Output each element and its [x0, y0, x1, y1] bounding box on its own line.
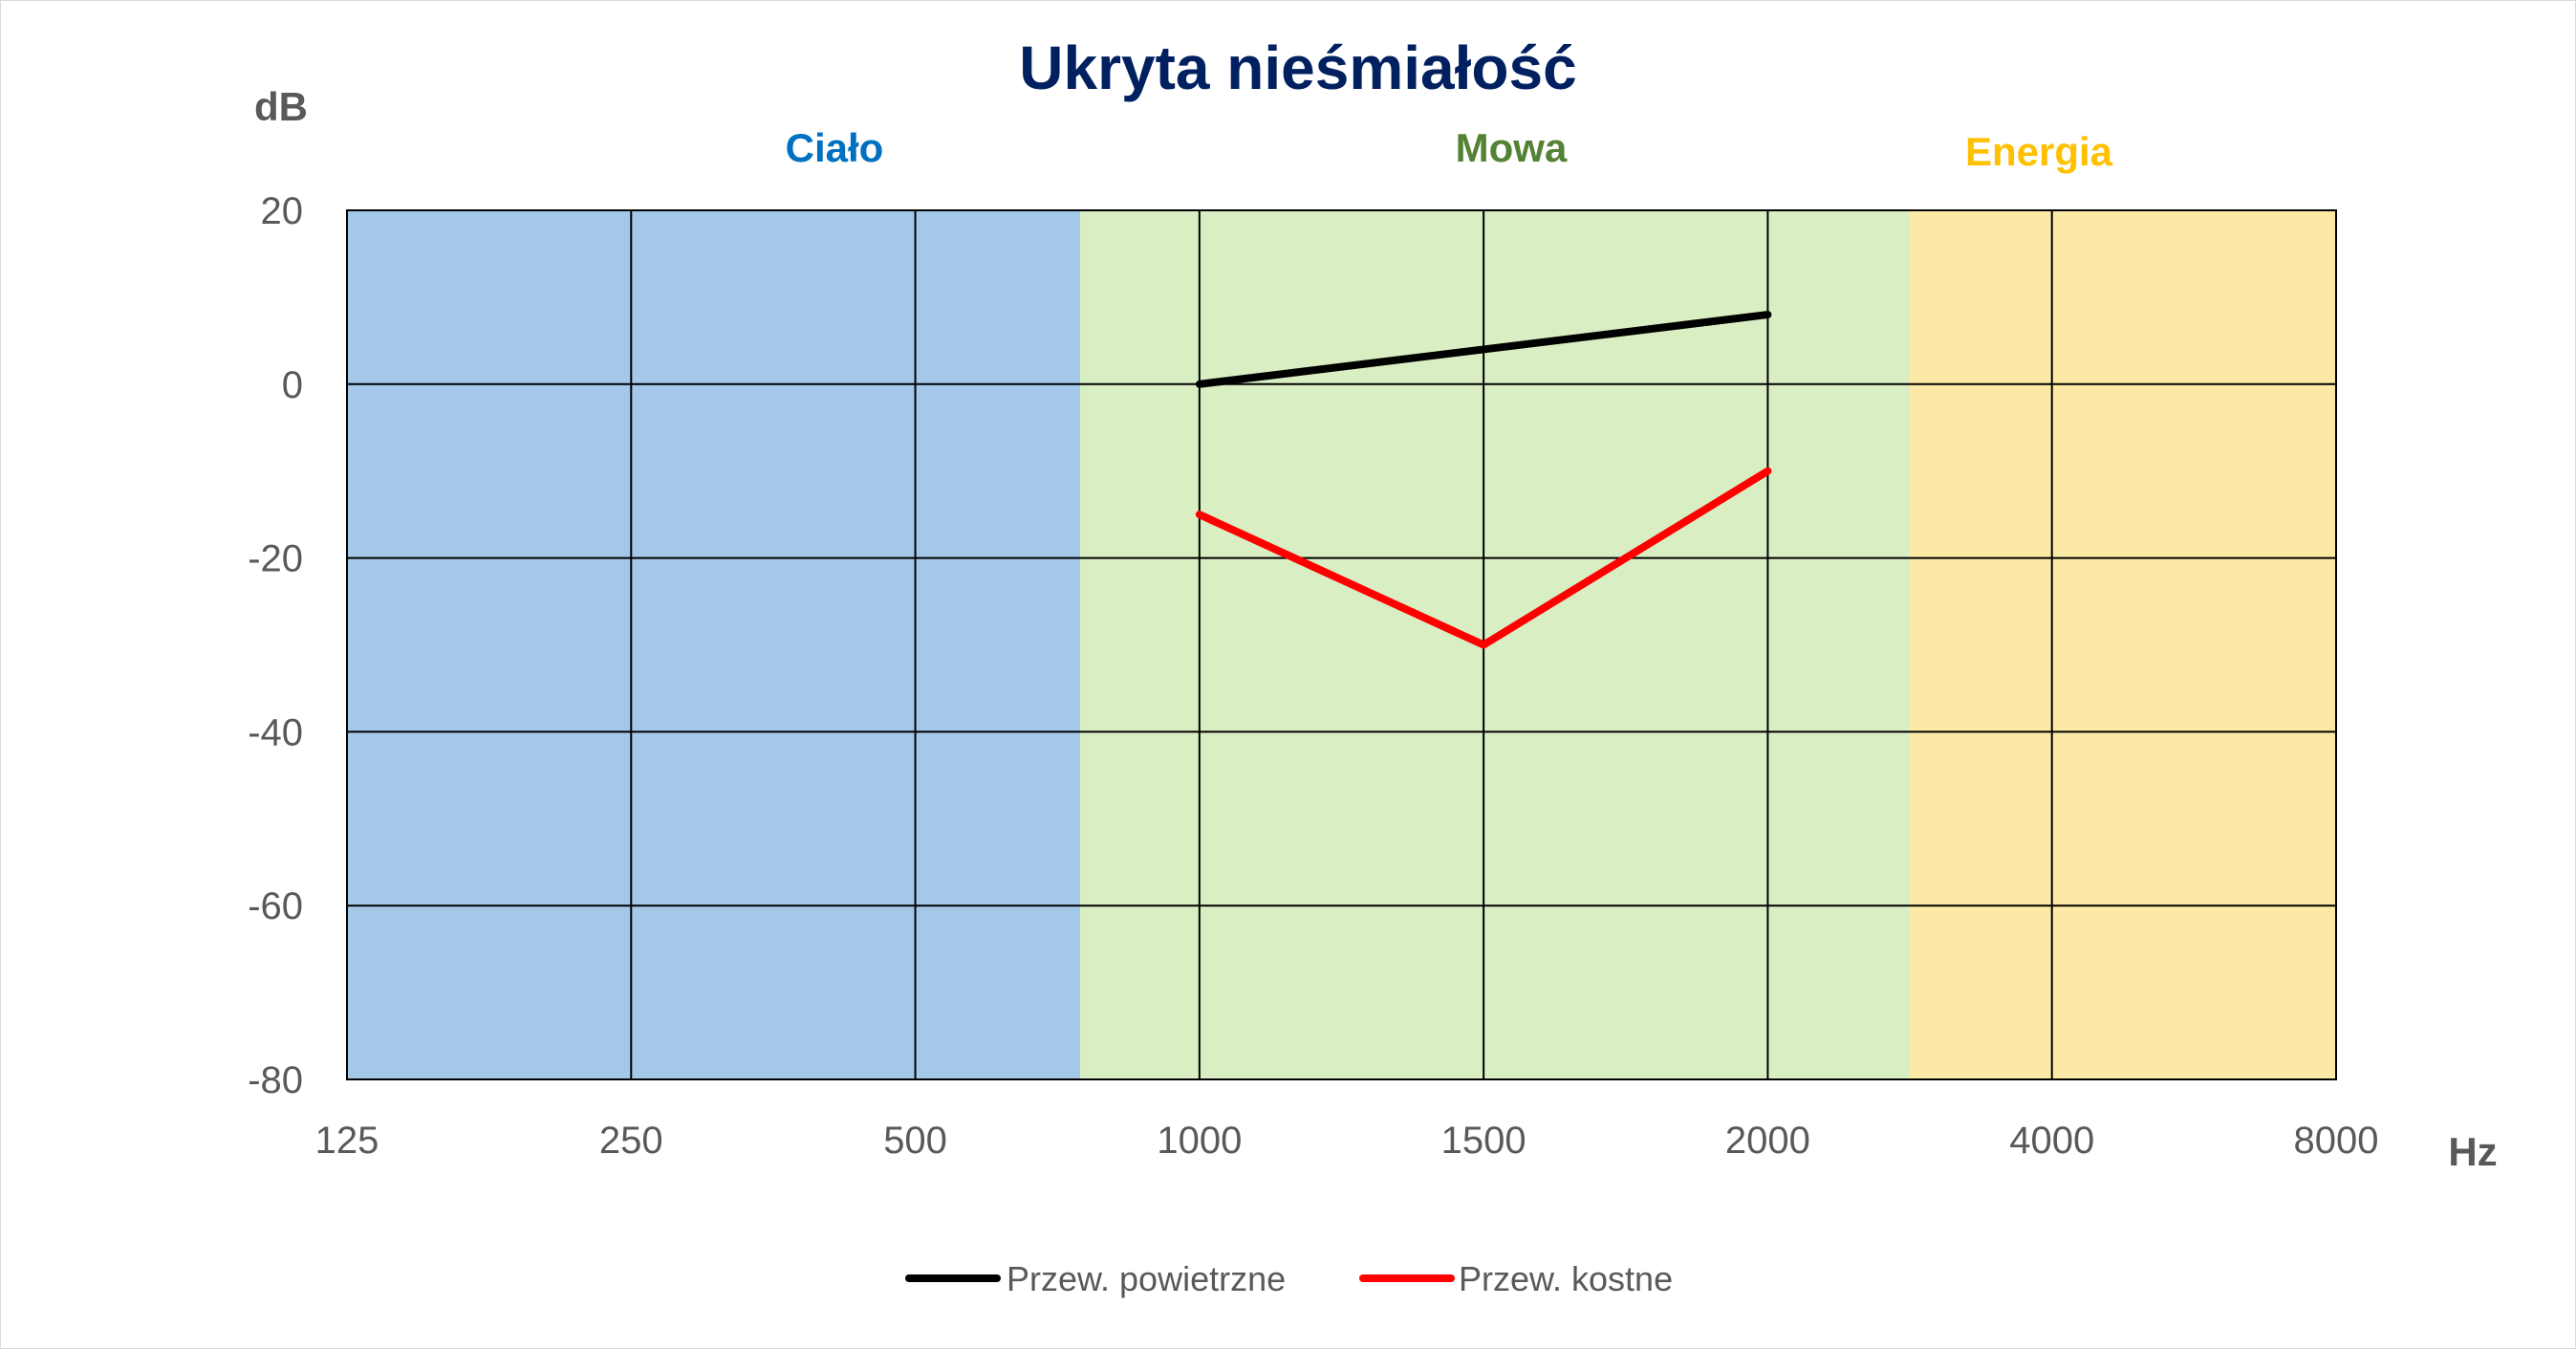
- band-label-3: Energia: [1965, 129, 2113, 174]
- series-1-point-3: [1766, 314, 1769, 316]
- x-tick-label-6: 2000: [1725, 1120, 1810, 1162]
- series-2-point-2: [1483, 643, 1485, 646]
- y-axis-label: dB: [254, 84, 308, 129]
- band-label-2: Mowa: [1456, 125, 1568, 170]
- series-layer: [1195, 311, 1772, 649]
- y-tick-label-2: 0: [282, 364, 303, 406]
- band-3: [1910, 210, 2336, 1079]
- band-label-1: Ciało: [786, 125, 884, 170]
- x-tick-label-7: 4000: [2009, 1120, 2094, 1162]
- x-tick-label-3: 500: [883, 1120, 947, 1162]
- y-tick-labels: 20 0 -20 -40 -60 -80: [248, 190, 303, 1101]
- y-tick-label-1: 20: [261, 190, 304, 232]
- series-1-point-1: [1198, 382, 1201, 385]
- x-tick-label-2: 250: [599, 1120, 663, 1162]
- x-tick-label-8: 8000: [2294, 1120, 2379, 1162]
- x-tick-label-5: 1500: [1441, 1120, 1526, 1162]
- series-1-point-2: [1483, 348, 1485, 351]
- band-areas: [347, 210, 2336, 1079]
- x-tick-label-1: 125: [315, 1120, 379, 1162]
- legend-label-1: Przew. powietrzne: [1007, 1259, 1286, 1298]
- x-tick-label-4: 1000: [1157, 1120, 1242, 1162]
- x-axis-label: Hz: [2448, 1129, 2497, 1174]
- grid-lines: [346, 209, 2337, 1080]
- x-tick-labels: 125 250 500 1000 1500 2000 4000 8000: [315, 1120, 2379, 1162]
- y-tick-label-3: -20: [248, 538, 303, 580]
- legend-label-2: Przew. kostne: [1459, 1259, 1673, 1298]
- band-labels: Ciało Mowa Energia: [786, 125, 2113, 174]
- band-2: [1079, 210, 1911, 1079]
- series-2-point-1: [1198, 513, 1201, 516]
- series-2-point-3: [1766, 469, 1769, 472]
- chart-title: Ukryta nieśmiałość: [1019, 33, 1576, 102]
- y-tick-label-6: -80: [248, 1059, 303, 1101]
- y-tick-label-5: -60: [248, 885, 303, 927]
- band-1: [347, 210, 1080, 1079]
- legend: Przew. powietrzne Przew. kostne: [905, 1259, 1673, 1298]
- y-tick-label-4: -40: [248, 711, 303, 753]
